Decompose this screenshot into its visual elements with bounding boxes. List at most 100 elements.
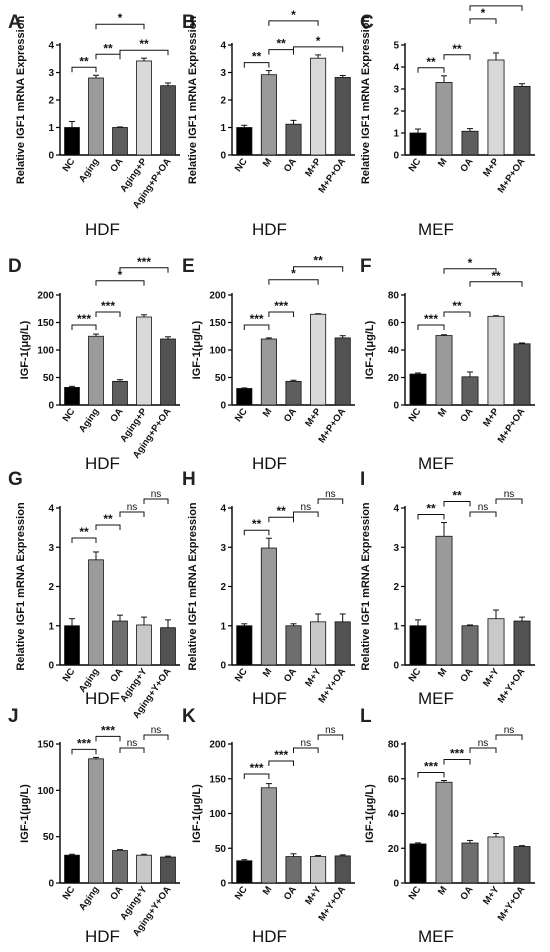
bar — [487, 59, 505, 156]
bar — [513, 85, 531, 156]
significance-bracket — [268, 20, 319, 26]
y-tick-label: 150 — [209, 774, 226, 785]
y-tick-label: 50 — [43, 373, 55, 384]
significance-label: *** — [250, 761, 264, 775]
significance-label: * — [468, 256, 473, 270]
cell-type-label: MEF — [418, 454, 454, 473]
bar — [409, 132, 427, 156]
category-label: NC — [407, 156, 424, 174]
significance-label: ** — [252, 517, 262, 531]
y-tick-label: 2 — [48, 96, 54, 107]
y-tick-label: 200 — [37, 291, 54, 302]
y-tick-label: 0 — [220, 151, 226, 162]
panel-letter: H — [182, 469, 196, 490]
y-tick-label: 150 — [37, 740, 54, 751]
y-tick-label: 0 — [393, 879, 399, 890]
significance-label: ** — [79, 54, 89, 68]
significance-bracket — [443, 501, 471, 507]
bar — [487, 618, 505, 666]
significance-label: *** — [250, 312, 264, 326]
significance-bracket — [95, 311, 121, 317]
bar — [461, 625, 479, 666]
significance-bracket — [293, 511, 319, 517]
significance-label: ns — [301, 738, 312, 749]
y-tick-label: 100 — [37, 346, 54, 357]
category-label: M+Y — [303, 666, 324, 689]
significance-bracket — [443, 758, 471, 765]
significance-bracket — [268, 279, 319, 285]
bar — [64, 386, 80, 406]
y-tick-label: 5 — [393, 41, 399, 52]
significance-bracket — [119, 49, 169, 56]
y-tick-label: 200 — [209, 291, 226, 302]
y-axis-label: Relative IGF1 mRNA Expression — [187, 502, 199, 671]
y-tick-label: 0 — [393, 151, 399, 162]
significance-bracket — [95, 524, 121, 530]
bar — [88, 335, 104, 406]
significance-bracket — [119, 267, 169, 273]
bar — [334, 621, 351, 666]
y-tick-label: 2 — [220, 96, 226, 107]
significance-label: * — [118, 268, 123, 282]
bar — [112, 380, 128, 406]
y-tick-label: 4 — [220, 41, 226, 52]
panel-letter: I — [360, 469, 365, 490]
significance-label: * — [316, 34, 321, 48]
bar — [136, 316, 152, 406]
bar — [285, 625, 302, 666]
bar — [112, 620, 128, 666]
bar — [64, 127, 80, 156]
significance-label: ns — [151, 725, 162, 736]
significance-label: ** — [426, 55, 436, 69]
y-tick-label: 1 — [393, 621, 399, 632]
bar — [435, 781, 453, 884]
category-label: NC — [233, 156, 250, 174]
cell-type-label: HDF — [85, 220, 120, 239]
significance-bracket — [293, 266, 344, 272]
cell-type-label: HDF — [85, 454, 120, 473]
significance-bracket — [243, 62, 270, 68]
bar — [260, 74, 277, 156]
category-label: M+Y — [481, 884, 502, 907]
panel-letter: K — [182, 706, 196, 727]
significance-bracket — [443, 268, 497, 274]
panel-letter: E — [182, 256, 195, 277]
category-label: NC — [233, 666, 250, 684]
significance-label: ns — [478, 502, 489, 513]
y-tick-label: 3 — [393, 85, 399, 96]
y-axis-label: Relative IGF1 mRNA Expression — [360, 502, 372, 671]
cell-type-label: HDF — [252, 454, 287, 473]
significance-bracket — [317, 734, 344, 740]
y-tick-label: 100 — [209, 809, 226, 820]
category-label: M+P — [303, 156, 324, 179]
y-tick-label: 200 — [209, 740, 226, 751]
y-tick-label: 0 — [393, 661, 399, 672]
significance-bracket — [469, 18, 497, 24]
y-tick-label: 1 — [220, 123, 226, 134]
category-label: OA — [282, 884, 299, 902]
significance-bracket — [443, 311, 471, 317]
significance-bracket — [495, 498, 523, 504]
significance-bracket — [443, 54, 471, 60]
significance-label: ** — [103, 41, 113, 55]
category-label: M+Y — [303, 884, 324, 907]
category-label: OA — [282, 156, 299, 174]
bar — [334, 855, 351, 884]
bar — [236, 625, 253, 666]
bar — [260, 338, 277, 406]
bar — [112, 850, 128, 884]
significance-label: ** — [103, 512, 113, 526]
bar — [409, 373, 427, 406]
significance-bracket — [71, 324, 97, 330]
category-label: M — [261, 666, 275, 679]
bar — [435, 335, 453, 406]
bar — [160, 85, 176, 156]
significance-label: *** — [101, 299, 115, 313]
y-axis-label: Relative IGF1 mRNA Expression — [187, 16, 199, 185]
y-tick-label: 0 — [48, 879, 54, 890]
bar — [160, 627, 176, 666]
bar — [88, 758, 104, 884]
y-tick-label: 40 — [388, 809, 400, 820]
